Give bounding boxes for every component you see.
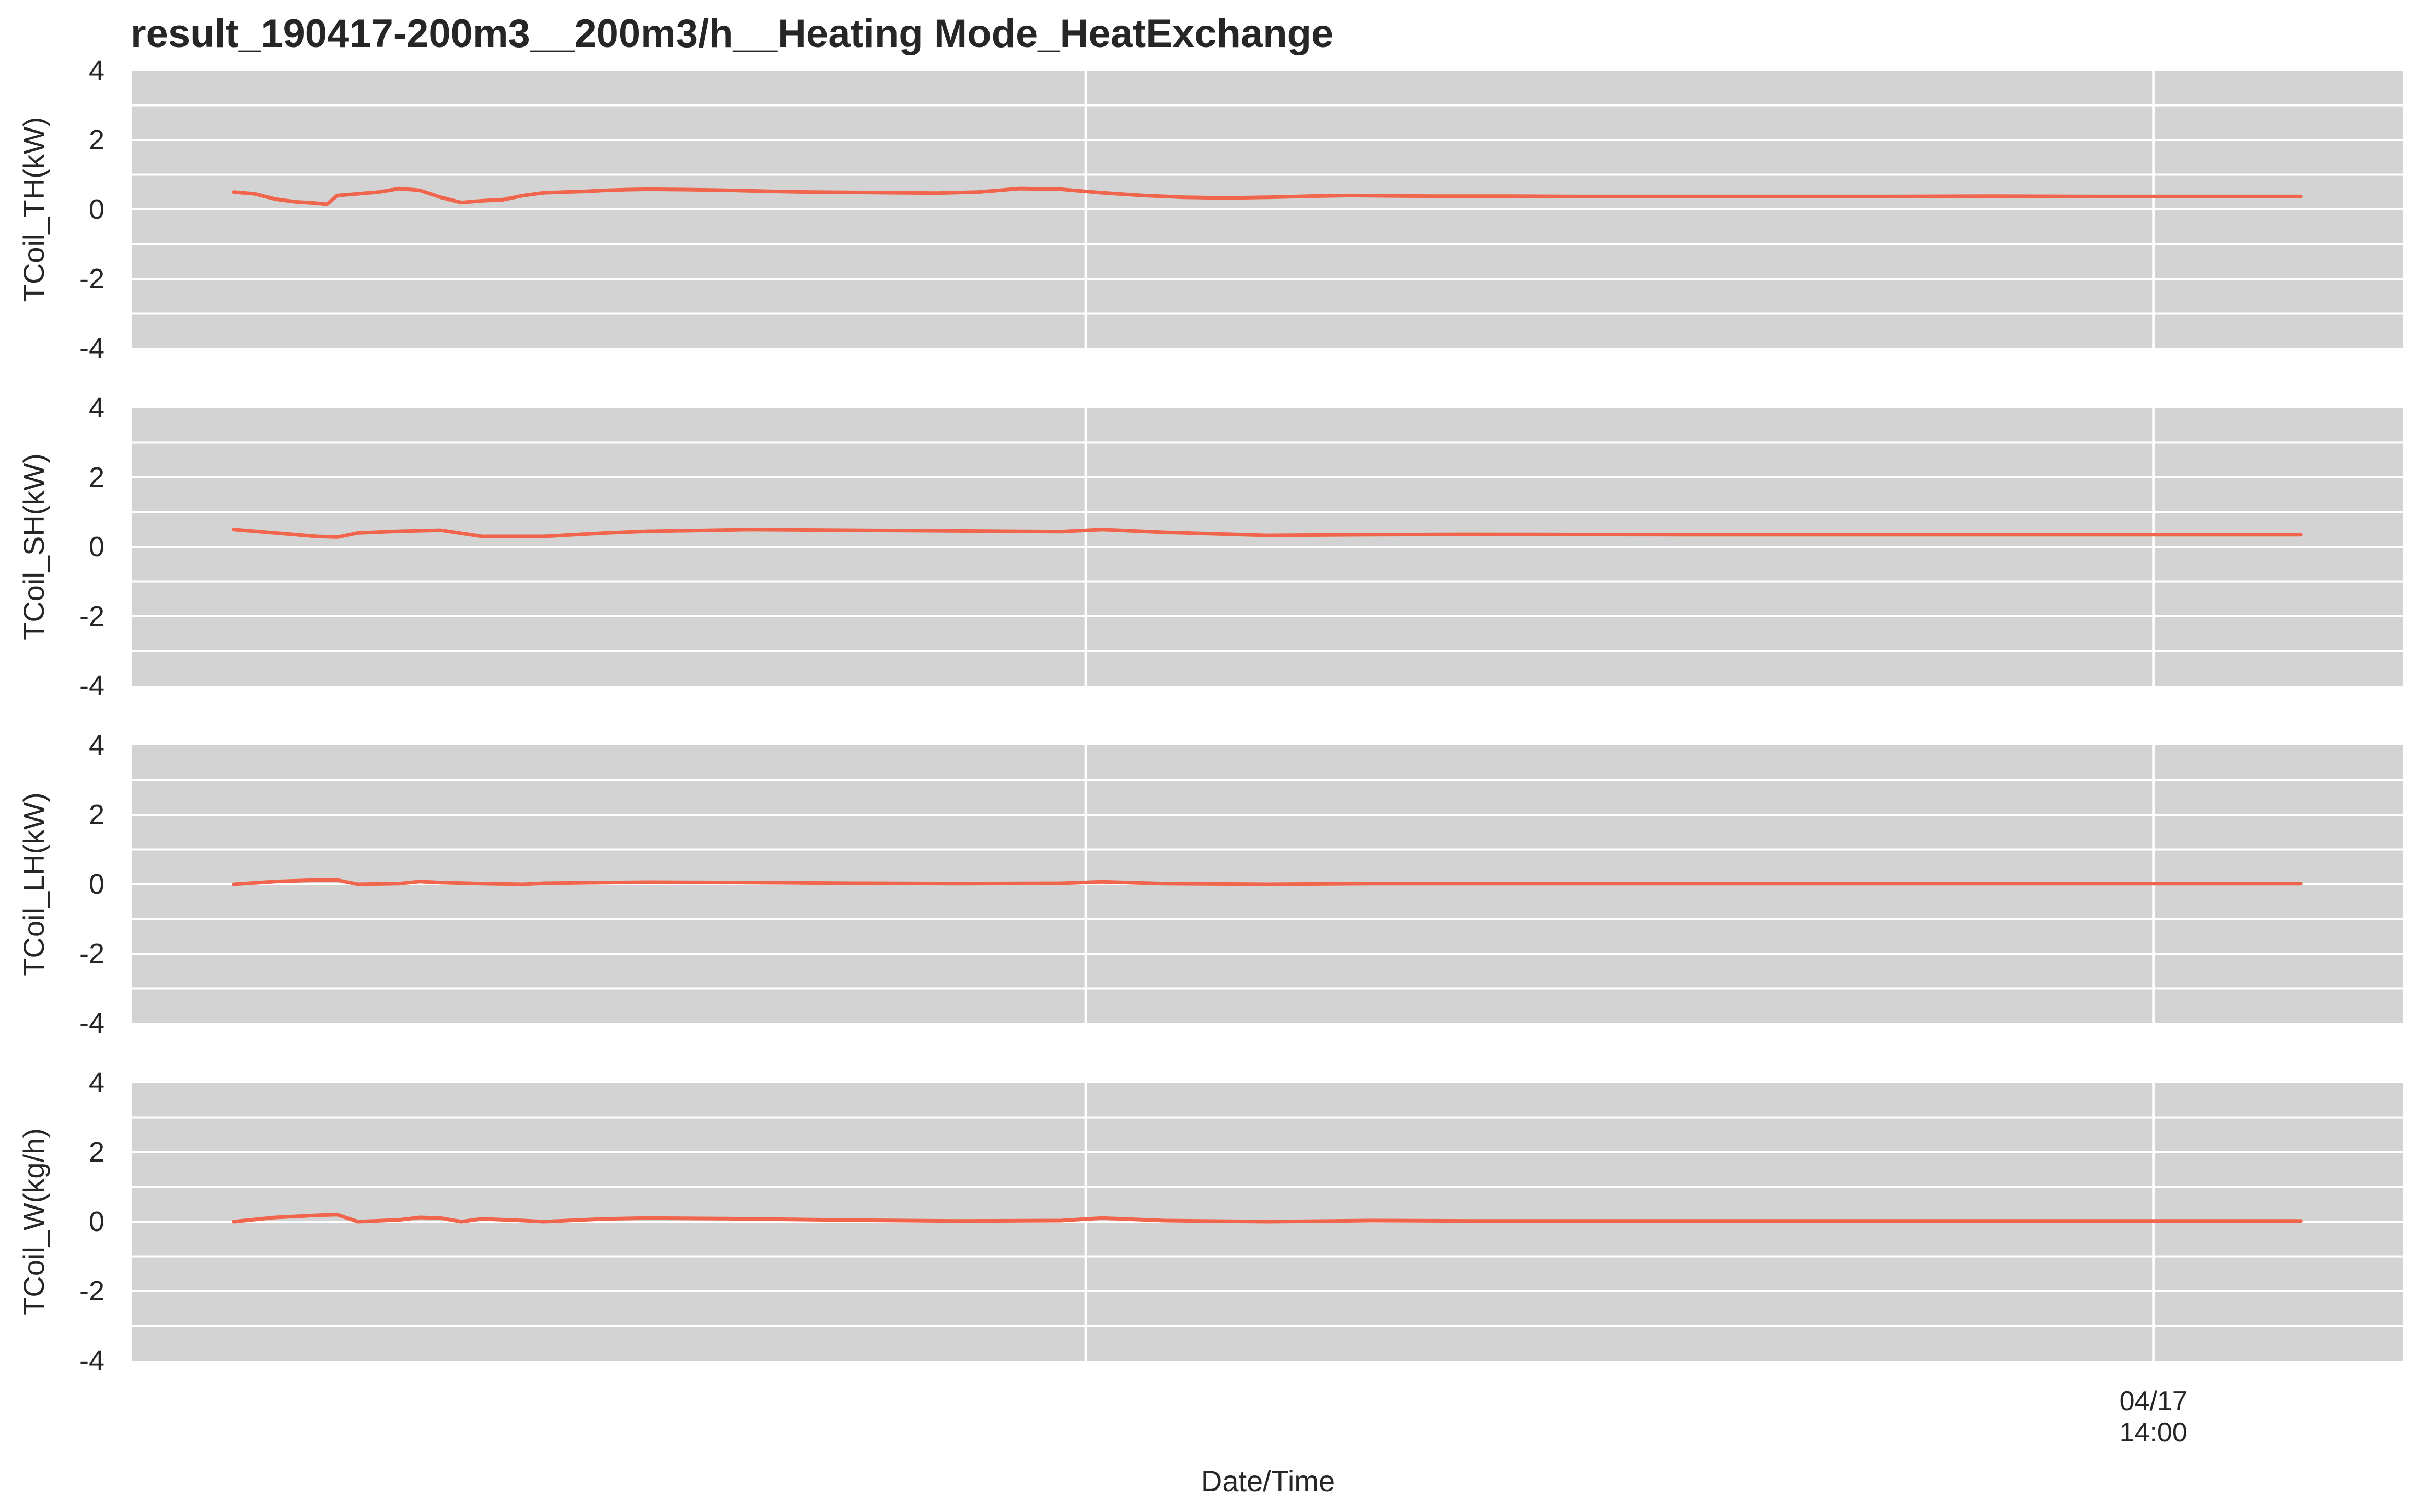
x-axis-label: Date/Time (1201, 1464, 1335, 1497)
y-axis-label: TCoil_W(kg/h) (17, 1128, 50, 1315)
series-line (232, 878, 2303, 886)
y-tick-label: -4 (79, 670, 104, 701)
y-tick-label: 2 (89, 799, 104, 830)
x-tick-label: 04/17 14:00 (2120, 1386, 2188, 1448)
y-tick-label: 4 (89, 55, 104, 86)
subplot-3: 4 2 0 -2 -4 TCoil_LH(kW) (17, 730, 2403, 1039)
subplot-2: 4 2 0 -2 -4 TCoil_SH(kW) (17, 392, 2403, 701)
y-axis-label: TCoil_SH(kW) (17, 453, 50, 640)
series-line (232, 528, 2303, 539)
y-tick-label: 2 (89, 462, 104, 493)
y-tick-label: 4 (89, 392, 104, 424)
y-tick-label: -2 (79, 263, 104, 295)
y-tick-label: -2 (79, 1275, 104, 1307)
y-tick-label: 2 (89, 124, 104, 156)
y-tick-label: -2 (79, 938, 104, 969)
series-line (232, 186, 2303, 206)
y-axis-label: TCoil_LH(kW) (17, 792, 50, 976)
subplot-1: 4 2 0 -2 -4 TCoil_TH(kW) (17, 55, 2403, 364)
y-tick-label: 0 (89, 869, 104, 900)
y-tick-label: 4 (89, 1067, 104, 1098)
y-axis-label: TCoil_TH(kW) (17, 117, 50, 302)
y-tick-label: -2 (79, 601, 104, 632)
subplot-4: 4 2 0 -2 -4 TCoil_W(kg/h) (17, 1067, 2403, 1376)
y-tick-label: -4 (79, 1345, 104, 1376)
y-tick-label: 0 (89, 531, 104, 562)
y-tick-label: 2 (89, 1136, 104, 1168)
chart-title: result_190417-200m3__200m3/h__Heating Mo… (131, 11, 1333, 56)
x-axis-ticks: 04/17 14:00 (2120, 1386, 2188, 1448)
y-tick-label: 0 (89, 1206, 104, 1237)
y-tick-label: 4 (89, 730, 104, 761)
series-line (232, 1213, 2303, 1224)
subplots: 4 2 0 -2 -4 TCoil_TH(kW) 4 2 0 -2 -4 TCoil_SH(kW) 4 2… (17, 55, 2403, 1376)
y-tick-label: -4 (79, 1007, 104, 1039)
y-tick-label: -4 (79, 333, 104, 364)
y-tick-label: 0 (89, 194, 104, 225)
